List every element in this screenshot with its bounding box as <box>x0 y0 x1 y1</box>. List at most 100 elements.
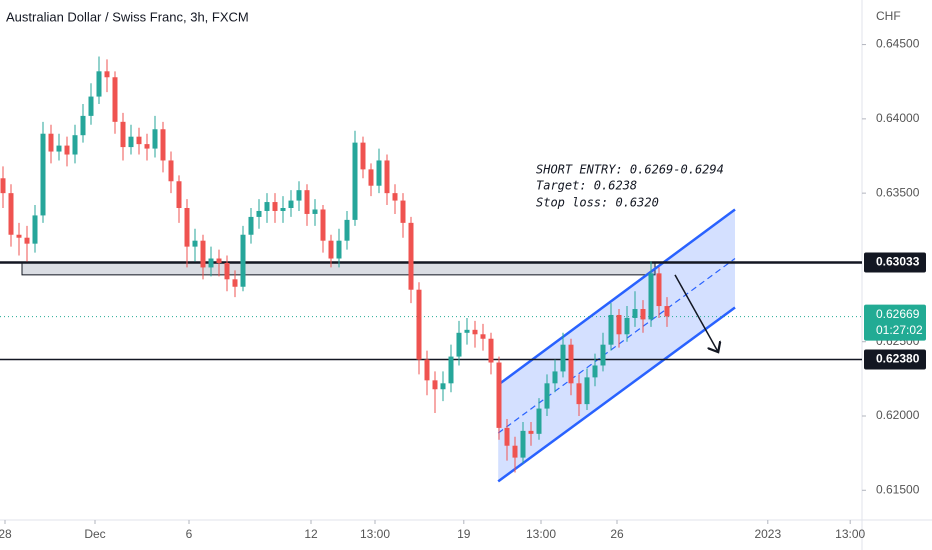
x-tick-label: 28 <box>0 527 12 541</box>
chart-title: Australian Dollar / Swiss Franc, 3h, FXC… <box>6 9 249 24</box>
candle-body <box>64 145 70 155</box>
x-tick-label: 13:00 <box>360 527 390 541</box>
axes: 0.645000.640000.635000.625000.620000.615… <box>0 37 926 541</box>
y-axis-label: CHF <box>876 9 901 23</box>
y-tick-label: 0.62000 <box>876 408 920 422</box>
candle-body <box>88 96 94 116</box>
candle-body <box>352 142 358 220</box>
candle-body <box>24 237 30 244</box>
candle-body <box>608 314 614 345</box>
candle-body <box>408 222 414 290</box>
candle-body <box>392 193 398 201</box>
candle-body <box>648 273 654 320</box>
x-tick-label: 19 <box>457 527 471 541</box>
candle-body <box>640 309 646 320</box>
candle-body <box>448 356 454 384</box>
candle-body <box>488 338 494 363</box>
candle-body <box>120 121 126 148</box>
candle-body <box>72 135 78 155</box>
candle-body <box>112 77 118 122</box>
candle-body <box>504 427 510 446</box>
candle-body <box>424 359 430 381</box>
candle-body <box>184 208 190 247</box>
candle-body <box>224 262 230 280</box>
candle-body <box>384 160 390 194</box>
candle-body <box>56 145 62 152</box>
x-tick-label: 13:00 <box>835 527 865 541</box>
candle-body <box>152 129 158 149</box>
candle-body <box>464 329 470 333</box>
candle-body <box>552 371 558 384</box>
x-tick-label: 13:00 <box>526 527 556 541</box>
candle-body <box>8 193 14 235</box>
candle-body <box>616 314 622 335</box>
candle-body <box>600 344 606 366</box>
candle-body <box>272 202 278 211</box>
plot-area <box>0 56 862 483</box>
candle-body <box>344 219 350 241</box>
x-tick-label: 26 <box>610 527 624 541</box>
price-box-label: 0.62380 <box>876 352 920 366</box>
candle-body <box>200 240 206 268</box>
candle-body <box>328 240 334 259</box>
candle-body <box>168 160 174 182</box>
candle-body <box>536 408 542 434</box>
price-box-label: 0.63033 <box>876 255 920 269</box>
candle-body <box>16 234 22 238</box>
channel-line <box>497 306 736 483</box>
x-tick-label: 2023 <box>754 527 781 541</box>
candle-body <box>360 142 366 170</box>
x-tick-label: Dec <box>84 527 105 541</box>
price-box <box>864 252 926 273</box>
candle-body <box>248 216 254 235</box>
candle-body <box>624 317 630 335</box>
annotation: SHORT ENTRY: 0.6269-0.6294 <box>536 163 724 177</box>
candle-body <box>232 279 238 287</box>
candle-body <box>480 334 486 339</box>
x-tick-label: 12 <box>304 527 318 541</box>
candle-body <box>32 215 38 244</box>
candle-body <box>280 208 286 211</box>
candle-body <box>592 365 598 378</box>
candle-body <box>264 202 270 211</box>
candle-body <box>440 383 446 390</box>
candle-body <box>0 178 6 194</box>
candle-body <box>104 71 110 78</box>
candle-body <box>472 329 478 335</box>
y-tick-label: 0.64000 <box>876 111 920 125</box>
candle-body <box>432 380 438 390</box>
candle-body <box>192 240 198 247</box>
candle-body <box>368 169 374 186</box>
candle-body <box>40 133 46 216</box>
candle-body <box>312 209 318 214</box>
candle-body <box>304 190 310 214</box>
candle-body <box>576 383 582 405</box>
candle-body <box>512 445 518 458</box>
annotation: Stop loss: 0.6320 <box>536 196 659 210</box>
candle-body <box>256 210 262 217</box>
x-tick-label: 6 <box>186 527 193 541</box>
candle-body <box>456 332 462 357</box>
candle-body <box>80 115 86 136</box>
y-tick-label: 0.61500 <box>876 482 920 496</box>
channel-midline <box>497 258 736 434</box>
candle-body <box>296 190 302 201</box>
candle-body <box>496 362 502 428</box>
last-price-label: 0.62669 <box>876 307 920 321</box>
y-tick-label: 0.63500 <box>876 185 920 199</box>
candle-body <box>584 377 590 405</box>
candle-body <box>136 136 142 145</box>
candle-body <box>528 430 534 434</box>
candle-body <box>416 289 422 360</box>
candle-body <box>400 200 406 223</box>
candle-body <box>128 136 134 148</box>
candle-body <box>240 234 246 287</box>
candle-body <box>144 144 150 149</box>
candle-body <box>96 71 102 97</box>
countdown: 01:27:02 <box>876 323 923 337</box>
candle-body <box>320 209 326 241</box>
candle-body <box>160 129 166 161</box>
candle-body <box>544 383 550 409</box>
candle-body <box>376 160 382 186</box>
